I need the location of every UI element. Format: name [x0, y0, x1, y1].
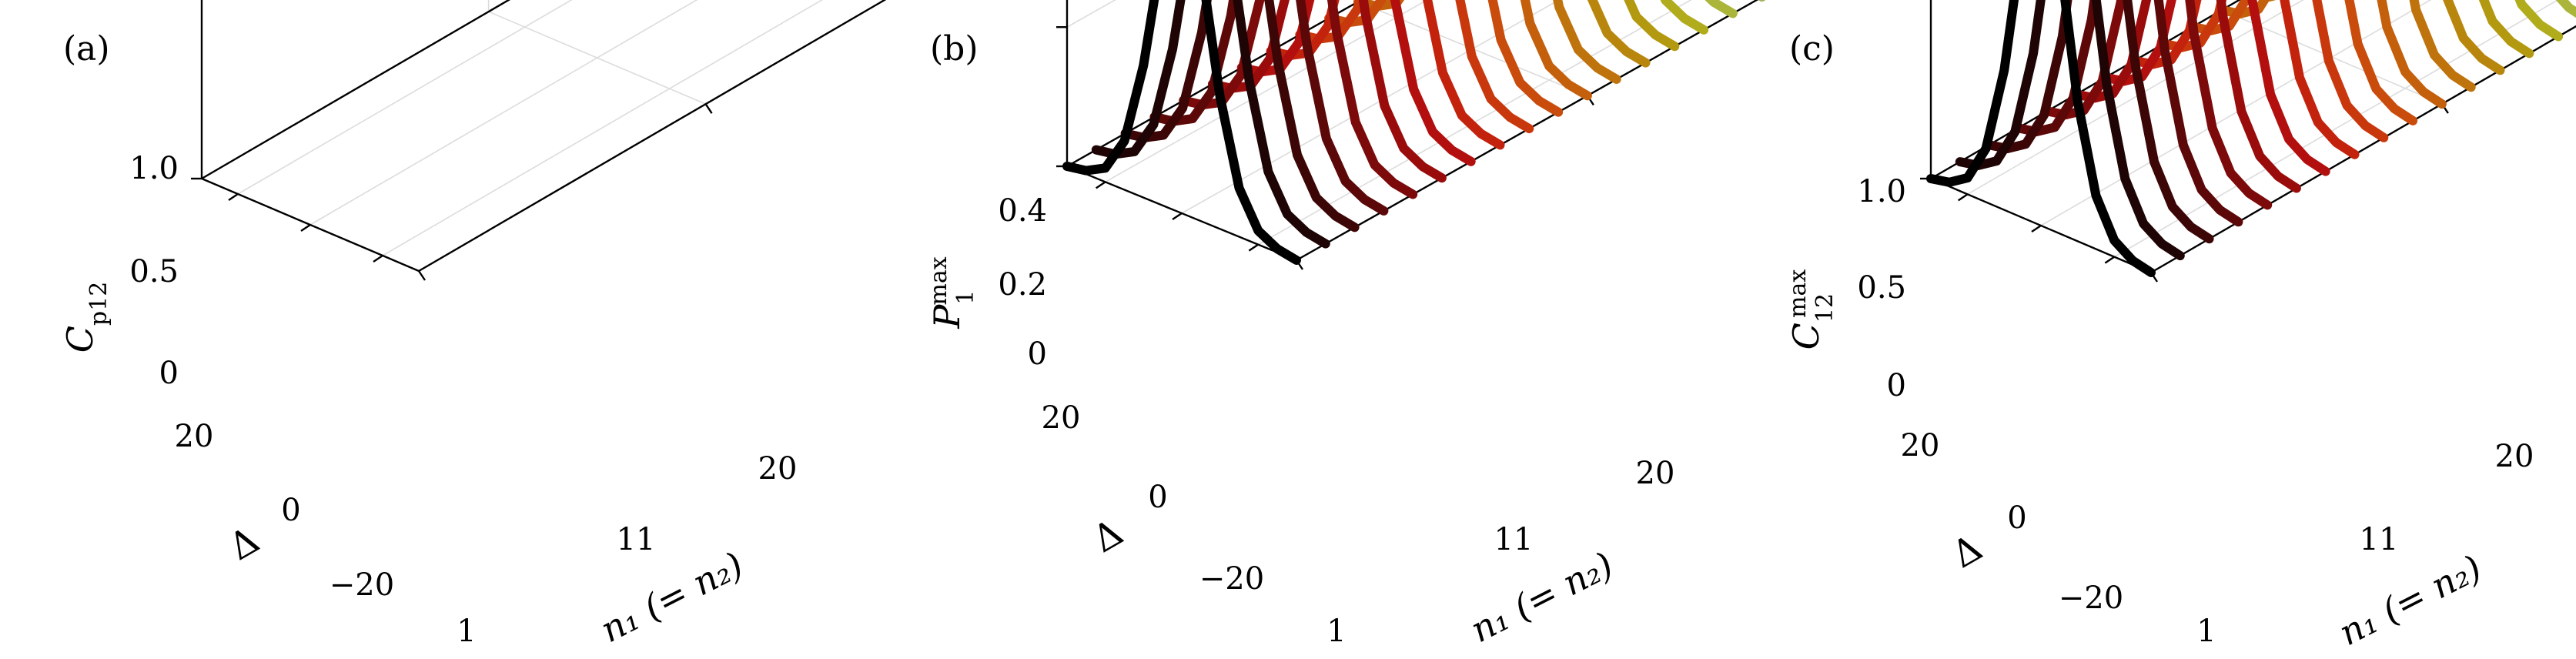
z-label-main-a: C	[59, 326, 101, 353]
z-label-sub-a: p12	[85, 282, 112, 326]
x-tick-a-0: 1	[457, 614, 476, 649]
wall-grid-line	[201, 0, 510, 179]
y-tick-mark	[1958, 193, 1969, 202]
z-tick-b-2: 0.4	[998, 193, 1047, 229]
z-tick-b-1: 0.2	[998, 267, 1047, 303]
data-curve-n1-3	[1984, 0, 2214, 244]
floor-grid-line	[1967, 0, 2304, 196]
box-edge	[2150, 25, 2576, 274]
z-tick-c-2: 1.0	[1857, 174, 1906, 209]
z-tick-b-0: 0	[1028, 336, 1047, 372]
y-axis-label-b: Δ	[1086, 510, 1130, 561]
plot-curves-b	[1062, 0, 1766, 265]
data-curve-n1-12	[1553, 0, 1621, 84]
data-curve-n1-3	[1120, 0, 1360, 232]
panel-b: (b) 0.4 0.2 0 P1max 20 0 −20 Δ 1 11 20 n…	[925, 0, 1766, 651]
y-tick-mark	[300, 224, 311, 232]
data-curve-n1-12	[2260, 0, 2476, 92]
z-label-sup-b: max	[925, 256, 952, 305]
y-tick-b-0: 20	[1042, 400, 1081, 436]
panel-label-b: (b)	[930, 29, 979, 69]
z-label-sup-c: max	[1785, 269, 1812, 318]
z-tick-c-0: 0	[1887, 368, 1906, 403]
floor-grid-line	[1105, 0, 1429, 183]
x-tick-c-1: 11	[2360, 522, 2399, 557]
data-curve-n1-4	[2013, 0, 2243, 227]
z-tick-a-1: 0.5	[129, 254, 179, 289]
y-tick-a-0: 20	[175, 419, 214, 454]
x-axis-label-c: n₁ (= n₂)	[2332, 547, 2488, 654]
y-tick-mark	[228, 193, 239, 201]
y-tick-b-1: 0	[1148, 480, 1167, 515]
panel-label-a: (a)	[63, 29, 110, 69]
floor-grid-line	[237, 0, 573, 195]
panel-label-c: (c)	[1789, 29, 1835, 69]
y-tick-c-0: 20	[1901, 428, 1940, 463]
data-curve-n1-4	[1149, 0, 1389, 216]
floor-grid-line	[1257, 0, 1692, 246]
z-axis-label-c: C12max	[1785, 269, 1838, 350]
plot-box-c	[1920, 0, 2576, 283]
z-label-sub-b: 1	[952, 290, 979, 305]
floor-grid-line	[382, 0, 824, 256]
floor-grid-line	[309, 0, 698, 226]
y-tick-mark	[2031, 225, 2042, 232]
box-edge	[1296, 0, 1759, 262]
y-tick-b-2: −20	[1199, 561, 1264, 597]
floor-grid-line	[1181, 0, 1561, 214]
panel-a: (a) 1.0 0.5 0 Cp12 20 0 −20 Δ 1 11 20 n₁…	[59, 0, 887, 651]
x-tick-b-1: 11	[1494, 522, 1534, 557]
data-curve-n1-14	[2478, 0, 2534, 59]
x-axis-label-b: n₁ (= n₂)	[1464, 544, 1620, 651]
data-curve-n1-15	[2514, 0, 2564, 42]
data-curve-n1-14	[1624, 0, 1680, 52]
x-tick-a-1: 11	[617, 522, 656, 557]
floor-grid-line	[2040, 0, 2432, 226]
y-tick-mark	[1096, 181, 1106, 189]
x-axis-label-a: n₁ (= n₂)	[594, 544, 750, 651]
y-tick-a-2: −20	[330, 567, 394, 603]
x-tick-b-0: 1	[1326, 614, 1346, 649]
z-label-main-c: C	[1785, 323, 1827, 350]
box-edge	[418, 0, 887, 273]
plot-curves-c	[1926, 0, 2576, 277]
panel-c: (c) 1.0 0.5 0 C12max 20 0 −20 Δ 1 11 20 …	[1785, 0, 2576, 654]
floor-grid-line	[2113, 0, 2559, 258]
x-tick-b-2: 20	[1636, 456, 1675, 491]
y-tick-mark	[1248, 243, 1259, 252]
z-tick-a-0: 0	[159, 356, 179, 391]
y-tick-mark	[2104, 256, 2115, 264]
data-curve-n1-16	[2555, 0, 2576, 18]
x-tick-a-2: 20	[758, 451, 798, 487]
z-tick-c-1: 0.5	[1857, 270, 1906, 306]
x-tick-c-2: 20	[2495, 439, 2534, 474]
y-axis-label-c: Δ	[1945, 526, 1989, 577]
y-tick-mark	[373, 255, 383, 263]
data-curve-n1-2	[1955, 0, 2185, 261]
z-tick-a-2: 1.0	[129, 151, 179, 186]
z-axis-label-b: P1max	[925, 256, 979, 329]
data-curve-n1-2	[1091, 0, 1330, 249]
y-tick-a-1: 0	[281, 493, 300, 528]
y-tick-c-2: −20	[2059, 580, 2123, 616]
x-tick-mark	[704, 103, 713, 114]
z-label-main-b: P	[926, 304, 968, 330]
box-edge	[201, 0, 511, 180]
data-curve-n1-1	[1062, 0, 1301, 265]
data-curve-n1-1	[1926, 0, 2156, 277]
y-axis-label-a: Δ	[222, 518, 266, 569]
data-curve-n1-13	[2443, 0, 2505, 75]
data-curve-n1-13	[1587, 0, 1651, 68]
x-tick-c-0: 1	[2196, 614, 2216, 649]
x-tick-mark	[418, 270, 426, 281]
plot-box-a	[191, 0, 887, 281]
z-label-sub-c: 12	[1812, 293, 1838, 323]
z-axis-label-a: Cp12	[59, 282, 112, 353]
y-tick-mark	[1172, 212, 1183, 220]
y-tick-c-1: 0	[2007, 500, 2026, 536]
data-curve-n1-15	[1660, 0, 1709, 35]
